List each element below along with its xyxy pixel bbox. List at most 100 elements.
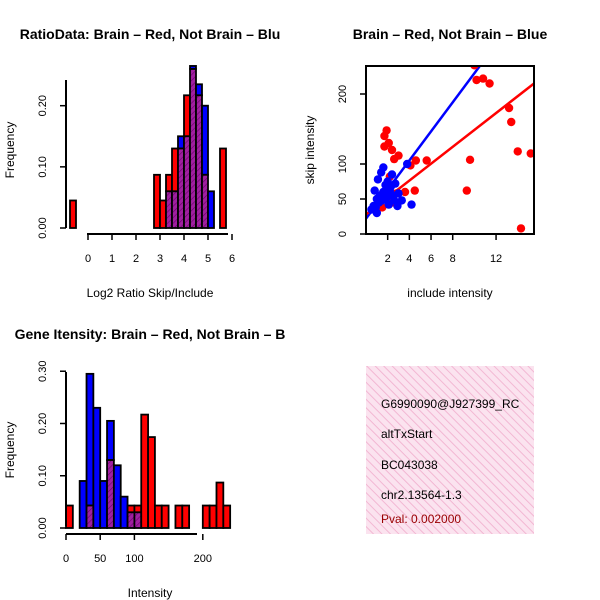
scatter-point: [380, 142, 389, 151]
y-tick-label: 0.10: [37, 465, 49, 486]
histogram-bar: [140, 413, 149, 529]
scatter-point: [400, 187, 410, 197]
intensity-y-label: Frequency: [3, 422, 17, 479]
ratio-y-ticks: 0.00 0.10 0.20: [37, 95, 66, 239]
histogram-overlap-bar: [106, 459, 115, 529]
scatter-point: [410, 186, 419, 195]
scatter-point: [402, 159, 412, 169]
histogram-bar: [112, 464, 122, 529]
scatter-point: [382, 126, 391, 135]
scatter-point: [411, 156, 421, 165]
scatter-point: [526, 149, 534, 158]
ratio-title: RatioData: Brain – Red, Not Brain – Blu: [20, 26, 281, 42]
scatter-point: [485, 79, 494, 88]
histogram-overlap-bar: [85, 504, 95, 529]
y-tick-label: 0.30: [37, 361, 49, 382]
scatter-y-label: skip intensity: [303, 116, 317, 185]
scatter-points: [367, 66, 534, 233]
scatter-frame: [365, 65, 535, 235]
x-tick-label: 1: [109, 253, 115, 265]
histogram-bar: [201, 104, 209, 176]
scatter-point: [394, 151, 403, 160]
scatter-point: [513, 147, 522, 156]
histogram-overlap-bar: [126, 511, 136, 529]
x-tick-label: 8: [450, 253, 456, 265]
histogram-bar: [195, 83, 203, 97]
y-tick-label: 0.00: [37, 517, 49, 538]
scatter-point: [397, 196, 406, 205]
info-location: chr2.13564-1.3: [381, 488, 462, 502]
scatter-point: [394, 189, 403, 198]
scatter-point: [462, 186, 471, 195]
x-tick-label: 2: [133, 253, 139, 265]
histogram-bar: [92, 406, 102, 529]
info-event: altTxStart: [381, 427, 433, 441]
scatter-point: [382, 193, 391, 202]
ratio-x-label: Log2 Ratio Skip/Include: [87, 286, 214, 300]
x-tick-label: 0: [85, 253, 91, 265]
histogram-bar: [219, 147, 227, 229]
x-tick-label: 4: [181, 253, 187, 265]
histogram-bar: [154, 504, 163, 529]
histogram-bar: [174, 504, 184, 529]
y-tick-label: 200: [337, 85, 349, 103]
ratio-x-ticks: 0 1 2 3 4 5 6: [85, 234, 235, 265]
scatter-title: Brain – Red, Not Brain – Blue: [353, 26, 548, 42]
histogram-bar: [201, 504, 211, 529]
y-tick-label: 100: [337, 155, 349, 173]
scatter-x-ticks: 2 4 6 8 12: [385, 234, 502, 265]
histogram-bar: [207, 190, 215, 229]
scatter-point: [385, 186, 395, 195]
ratio-y-label: Frequency: [3, 122, 17, 179]
x-tick-label: 100: [125, 553, 143, 565]
histogram-bar: [126, 504, 136, 514]
histogram-bar: [65, 504, 74, 529]
scatter-point: [472, 75, 481, 85]
scatter-point: [387, 145, 397, 155]
histogram-bar: [69, 199, 77, 229]
x-tick-label: 12: [490, 253, 502, 265]
scatter-point: [370, 186, 379, 195]
histogram-bar: [181, 504, 191, 529]
y-tick-label: 0.20: [37, 95, 49, 116]
intensity-title: Gene Itensity: Brain – Red, Not Brain – …: [15, 326, 286, 342]
scatter-point: [478, 74, 488, 83]
histogram-bar: [106, 419, 115, 461]
histogram-bar: [215, 481, 225, 529]
info-text-area: G6990090@J927399_RC altTxStart BC043038 …: [381, 397, 520, 526]
histogram-bar: [133, 504, 143, 514]
y-tick-label: 0.10: [37, 156, 49, 177]
scatter-point: [504, 103, 514, 113]
x-tick-label: 5: [205, 253, 211, 265]
y-tick-label: 0: [337, 231, 349, 237]
histogram-bar: [147, 436, 156, 529]
x-tick-label: 6: [229, 253, 235, 265]
info-accession: BC043038: [381, 458, 438, 472]
y-tick-label: 50: [337, 193, 349, 205]
histogram-bar: [78, 480, 88, 529]
scatter-point: [465, 155, 475, 164]
intensity-x-label: Intensity: [128, 586, 173, 600]
histogram-bar: [119, 495, 129, 529]
ratio-bars: [69, 65, 227, 229]
y-tick-label: 0.00: [37, 217, 49, 238]
x-tick-label: 3: [157, 253, 163, 265]
y-tick-label: 0.20: [37, 413, 49, 434]
histogram-bar: [85, 372, 95, 507]
scatter-point: [407, 200, 416, 209]
scatter-point: [387, 170, 397, 179]
info-background: [366, 366, 534, 534]
scatter-point: [391, 179, 400, 188]
scatter-x-label: include intensity: [407, 286, 492, 300]
intensity-histogram: Gene Itensity: Brain – Red, Not Brain – …: [3, 326, 285, 600]
x-tick-label: 50: [94, 553, 106, 565]
x-tick-label: 200: [194, 553, 212, 565]
intensity-y-ticks: 0.00 0.10 0.20 0.30: [37, 361, 66, 539]
info-panel: G6990090@J927399_RC altTxStart BC043038 …: [366, 366, 534, 534]
x-tick-label: 0: [63, 553, 69, 565]
ratio-histogram: RatioData: Brain – Red, Not Brain – Blu …: [3, 26, 280, 300]
histogram-overlap-bar: [133, 511, 143, 529]
x-tick-label: 2: [385, 253, 391, 265]
x-tick-label: 4: [406, 253, 412, 265]
